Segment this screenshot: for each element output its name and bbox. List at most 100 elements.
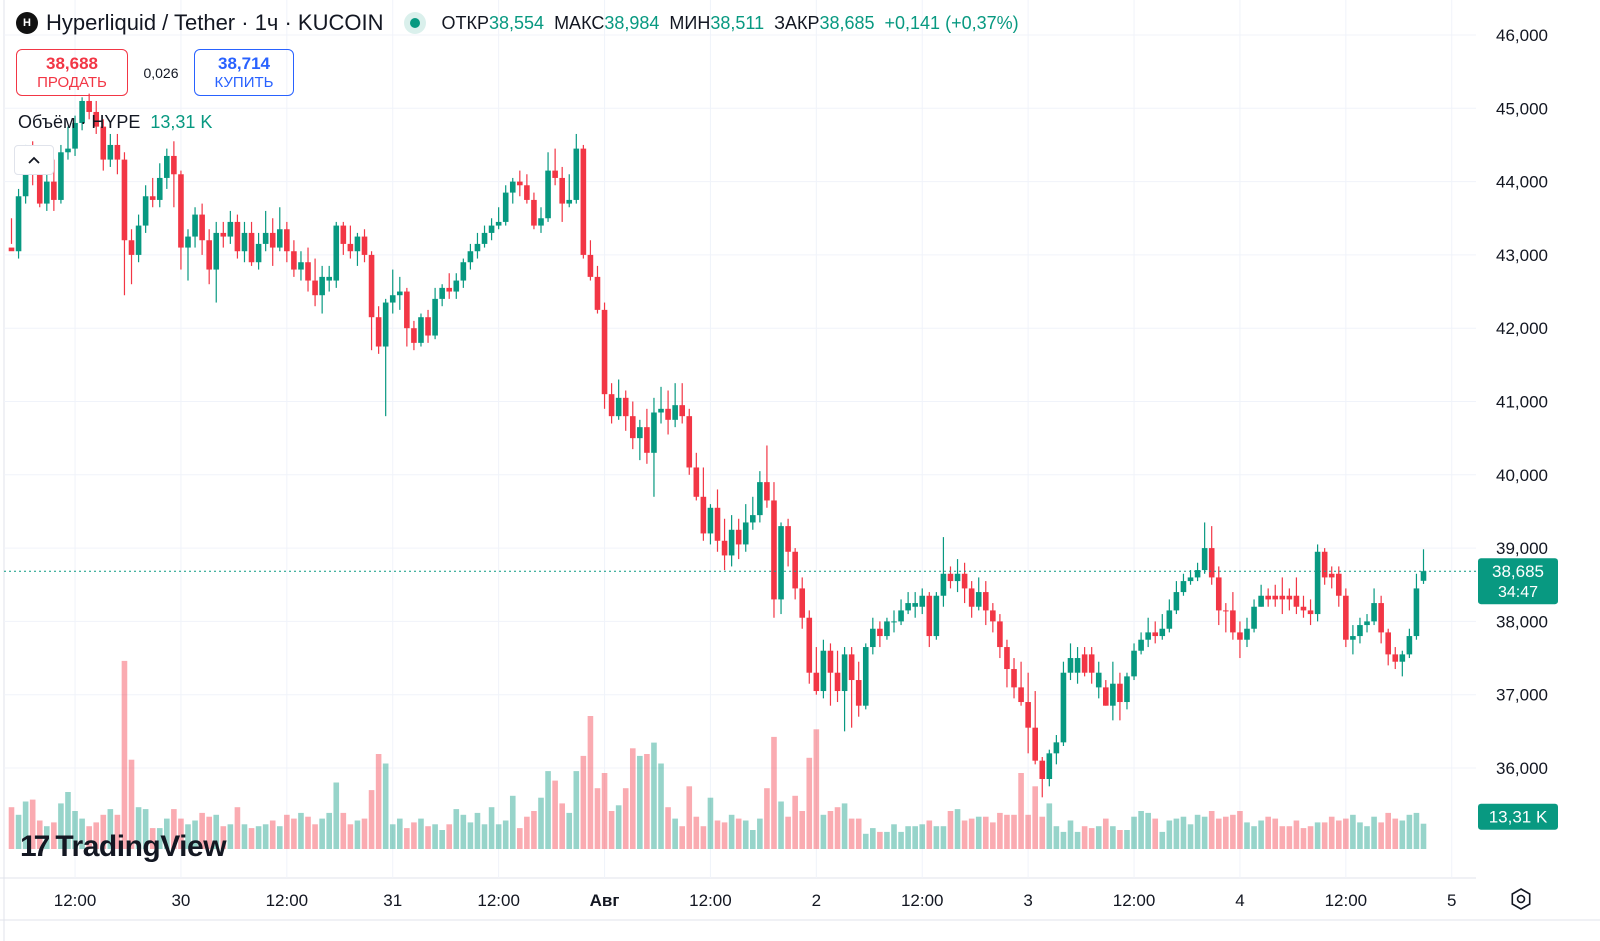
volume-bar (1004, 814, 1010, 849)
candle-body (891, 621, 897, 623)
x-tick-label: 4 (1235, 891, 1244, 910)
candle-body (1208, 548, 1215, 578)
volume-bar (1265, 816, 1271, 849)
volume-bar (340, 812, 347, 849)
volume-bar (799, 811, 806, 849)
volume-bar (149, 828, 156, 849)
candle-body (1088, 654, 1095, 673)
tradingview-watermark[interactable]: 17 TradingView (20, 830, 227, 864)
volume-bar (1124, 830, 1130, 849)
volume-bar (637, 755, 643, 849)
volume-bar (1110, 826, 1116, 849)
volume-bar (862, 833, 869, 849)
candle-body (982, 592, 989, 611)
candle-body (848, 654, 855, 681)
volume-bar (446, 824, 453, 849)
candle-body (305, 262, 311, 281)
candle-body (382, 302, 389, 347)
candle-body (1244, 628, 1250, 640)
volume-bar (651, 742, 657, 849)
volume-bar (382, 763, 389, 849)
volume-bar (44, 826, 50, 849)
volume-bar (1060, 831, 1067, 849)
candle-body (912, 603, 918, 607)
x-tick-label: 12:00 (689, 891, 732, 910)
volume-legend[interactable]: Объём · HYPE 13,31 K (18, 112, 212, 133)
candle-body (622, 397, 629, 417)
volume-bar (982, 816, 989, 849)
volume-bar (488, 807, 495, 849)
volume-bar (877, 831, 883, 849)
candle-body (524, 185, 530, 200)
candle-body (439, 287, 445, 299)
volume-bar (601, 773, 608, 849)
candle-body (1328, 573, 1335, 578)
volume-bar (305, 816, 311, 849)
volume-bar (220, 826, 227, 849)
y-tick-label: 39,000 (1496, 539, 1548, 558)
candle-body (1343, 595, 1349, 640)
candle-body (1258, 595, 1264, 607)
symbol-title[interactable]: Hyperliquid / Tether · 1ч · KUCOIN (46, 10, 384, 35)
volume-bar (538, 797, 544, 849)
candle-body (742, 522, 749, 545)
candle-body (284, 229, 290, 252)
candle-body (135, 225, 142, 255)
volume-bar (905, 826, 911, 849)
volume-bar (347, 824, 354, 849)
volume-bar (86, 826, 92, 849)
settings-button[interactable] (1508, 886, 1534, 912)
candle-body (1053, 742, 1060, 754)
candle-body (375, 317, 382, 347)
volume-bar (1328, 816, 1335, 849)
spread-value: 0,026 (143, 64, 179, 81)
candle-body (792, 551, 798, 589)
volume-bar (517, 828, 523, 849)
candle-body (241, 232, 248, 252)
x-tick-label: 12:00 (54, 891, 97, 910)
volume-bar (870, 828, 876, 849)
candle-body (580, 148, 587, 255)
candle-body (615, 397, 622, 417)
candle-body (206, 240, 212, 270)
candle-body (728, 529, 735, 556)
volume-bar (1237, 811, 1243, 849)
candle-body (1194, 570, 1201, 578)
volume-bar (898, 831, 904, 849)
candle-body (735, 529, 742, 545)
candle-body (968, 588, 975, 607)
volume-bar (156, 828, 163, 849)
volume-bar (742, 820, 749, 849)
candle-body (51, 181, 57, 200)
volume-bar (72, 811, 78, 849)
volume-bar (735, 818, 742, 849)
volume-bar (135, 807, 142, 849)
volume-bar (192, 820, 198, 849)
candle-body (114, 144, 121, 160)
candle-body (1103, 687, 1109, 706)
candle-body (495, 221, 502, 226)
volume-bar (58, 803, 64, 849)
volume-bar (644, 754, 650, 849)
candle-body (185, 236, 191, 248)
x-tick-label: 5 (1447, 891, 1456, 910)
buy-button[interactable]: 38,714 КУПИТЬ (194, 49, 294, 96)
volume-bar (658, 763, 664, 849)
candle-body (1173, 592, 1180, 611)
candle-body (1004, 647, 1010, 670)
sell-button[interactable]: 38,688 ПРОДАТЬ (16, 49, 128, 96)
volume-bar (721, 822, 728, 849)
volume-bar (227, 824, 234, 849)
buy-label: КУПИТЬ (214, 73, 274, 91)
candle-body (36, 174, 43, 204)
candle-body (799, 588, 806, 618)
volume-bar (997, 812, 1003, 849)
candle-body (361, 236, 368, 255)
volume-bar (1279, 826, 1286, 849)
collapse-legend-button[interactable] (14, 145, 54, 175)
candle-body (312, 280, 318, 296)
volume-bar (707, 797, 714, 849)
volume-bar (1343, 818, 1349, 849)
